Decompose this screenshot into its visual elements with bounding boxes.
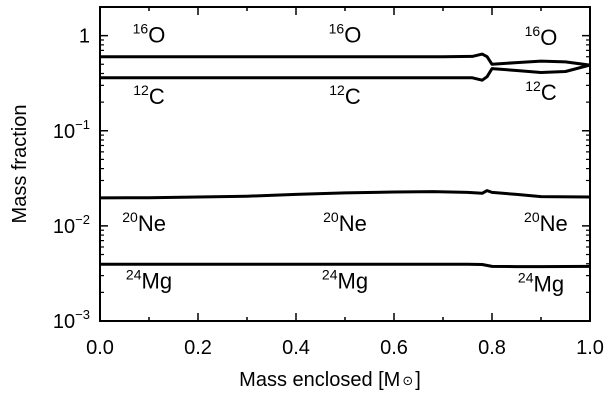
isotope-label: 16O: [133, 20, 166, 47]
x-tick-label: 1.0: [576, 337, 604, 359]
y-axis-label: Mass fraction: [9, 105, 31, 224]
y-tick-label: 10−3: [53, 307, 90, 333]
series-line: [99, 189, 591, 200]
x-tick-label: 0.4: [282, 337, 310, 359]
isotope-label: 12C: [525, 78, 557, 105]
x-axis-label: Mass enclosed [M ⊙]: [239, 369, 421, 391]
isotope-label: 20Ne: [323, 209, 367, 236]
x-axis-label-text: Mass enclosed [M: [239, 369, 400, 391]
x-axis-label-close: ]: [415, 369, 421, 391]
y-tick-label: 1: [79, 26, 90, 48]
series-line: [100, 63, 591, 82]
x-tick-label: 0.8: [478, 337, 506, 359]
y-tick-label: 10−1: [53, 117, 90, 143]
x-tick-label: 0.0: [86, 337, 114, 359]
x-tick-label: 0.6: [380, 337, 408, 359]
series-line: [100, 52, 591, 67]
isotope-label: 16O: [329, 20, 362, 47]
isotope-label: 20Ne: [524, 209, 568, 236]
series-line: [100, 262, 591, 269]
y-tick-label: 10−2: [53, 212, 90, 238]
ticks-layer: 0.0 0.2 0.4 0.6 0.8 1.0 1 10−1 10−2 10−3: [53, 6, 604, 359]
sun-symbol: ⊙: [402, 373, 413, 388]
series-layer: [99, 52, 591, 269]
isotope-label: 24Mg: [518, 269, 564, 296]
isotope-label: 12C: [133, 82, 165, 109]
x-tick-label: 0.2: [184, 337, 212, 359]
isotope-label: 24Mg: [126, 266, 172, 293]
isotope-label: 16O: [525, 23, 558, 50]
isotope-label: 20Ne: [122, 209, 166, 236]
annotation-layer: 16O 16O 16O 12C 12C 12C 20Ne 20Ne 20Ne 24Mg 24Mg 24…: [122, 20, 568, 296]
isotope-label: 12C: [329, 82, 361, 109]
isotope-label: 24Mg: [322, 266, 368, 293]
